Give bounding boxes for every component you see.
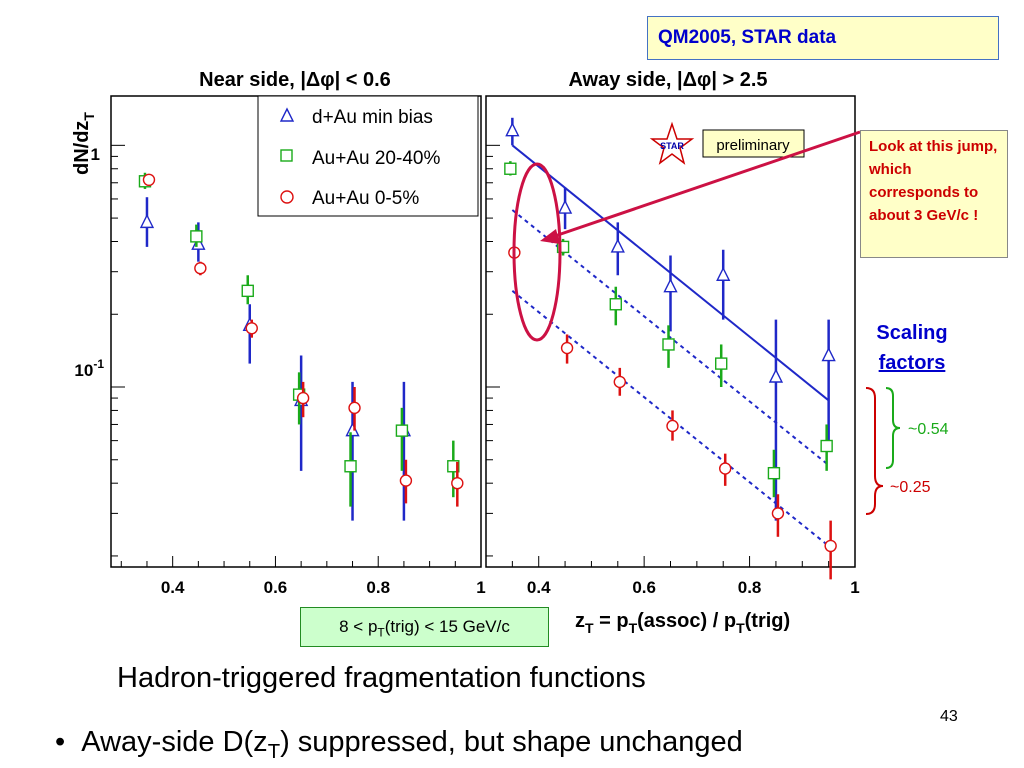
near-point-square <box>395 424 409 437</box>
legend-square-marker <box>280 149 293 162</box>
away-point-triangle <box>557 199 573 214</box>
near-point-square <box>190 230 203 243</box>
preliminary-badge: preliminary <box>716 137 790 154</box>
away-point-circle <box>613 375 626 389</box>
x-axis-label: zT = pT(assoc) / pT(trig) <box>575 610 790 636</box>
green-brace <box>885 387 901 469</box>
away-point-square <box>715 357 728 370</box>
away-point-triangle <box>716 266 731 281</box>
legend-triangle-marker <box>279 107 295 122</box>
legend-box <box>257 95 479 217</box>
away-point-square <box>609 298 622 311</box>
away-x-tick-label: 0.6 <box>632 578 656 597</box>
away-point-triangle <box>821 346 836 362</box>
callout-arrow-head <box>540 229 560 244</box>
trigger-range-box: 8 < pT(trig) < 15 GeV/c <box>300 607 549 647</box>
near-point-circle <box>142 173 156 187</box>
near-point-circle <box>399 474 413 487</box>
near-point-circle <box>245 322 258 335</box>
away-point-triangle <box>663 278 678 293</box>
legend-item-auau-2040: Au+Au 20-40% <box>312 148 440 169</box>
near-point-circle <box>348 401 361 415</box>
away-side-panel: 0.4 0.6 0.8 1 <box>485 95 860 597</box>
away-point-circle <box>666 419 679 433</box>
away-point-square <box>504 162 517 175</box>
legend: d+Au min bias Au+Au 20-40% Au+Au 0-5% <box>257 95 479 217</box>
legend-circle-marker <box>280 190 294 204</box>
y-axis-label: dN/dzT <box>71 112 97 175</box>
star-logo: STAR <box>649 121 695 165</box>
near-point-circle <box>451 476 464 490</box>
jump-highlight-ellipse <box>512 162 562 342</box>
away-point-circle <box>560 341 574 355</box>
star-icon <box>649 121 695 165</box>
away-x-tick-label: 0.4 <box>527 578 551 597</box>
page-number: 43 <box>940 708 958 725</box>
away-point-circle <box>824 539 837 553</box>
near-x-tick-label: 0.4 <box>161 578 185 597</box>
preliminary-badge-box <box>702 129 805 158</box>
away-point-triangle <box>505 122 520 137</box>
legend-item-dau: d+Au min bias <box>312 107 433 128</box>
away-point-circle <box>719 462 732 475</box>
away-point-square <box>662 338 675 351</box>
away-point-square <box>767 466 781 480</box>
away-point-circle <box>771 507 785 520</box>
scaling-line-2: factors <box>878 352 946 374</box>
slide-caption: Hadron-triggered fragmentation functions <box>117 662 646 694</box>
bullet-point: • Away-side D(zT) suppressed, but shape … <box>55 726 743 763</box>
star-logo-text: STAR <box>660 141 684 151</box>
away-point-square <box>820 439 833 453</box>
away-side-title: Away side, |Δφ| > 2.5 <box>568 69 767 91</box>
header-box: QM2005, STAR data <box>647 16 999 60</box>
red-brace <box>865 387 884 515</box>
legend-item-auau-05: Au+Au 0-5% <box>312 188 419 209</box>
away-x-tick-label: 1 <box>850 578 859 597</box>
near-point-triangle <box>345 422 360 437</box>
y-tick-label-1: 1 <box>91 145 100 164</box>
factor-green-label: ~0.54 <box>908 421 949 438</box>
away-point-triangle <box>768 368 784 383</box>
scaling-factors-label: Scaling factors <box>862 318 962 378</box>
callout-box: Look at this jump, which corresponds to … <box>860 130 1008 258</box>
y-tick-label-0.1: 10-1 <box>74 357 104 380</box>
near-x-tick-label: 0.6 <box>264 578 288 597</box>
away-x-tick-label: 0.8 <box>738 578 762 597</box>
factor-red-label: ~0.25 <box>890 479 931 496</box>
near-x-tick-label: 0.8 <box>366 578 390 597</box>
near-point-square <box>241 284 254 298</box>
away-point-triangle <box>610 238 625 253</box>
away-point-square <box>556 240 570 254</box>
near-side-title: Near side, |Δφ| < 0.6 <box>199 69 391 91</box>
near-point-triangle <box>139 213 155 229</box>
near-side-panel: 0.4 0.6 0.8 1 <box>110 95 486 597</box>
near-point-circle <box>194 262 207 275</box>
callout-arrow <box>551 130 861 239</box>
near-point-square <box>344 460 357 473</box>
near-x-tick-label: 1 <box>476 578 485 597</box>
near-point-square <box>447 460 460 473</box>
near-point-circle <box>296 391 310 405</box>
scaling-line-1: Scaling <box>876 322 948 344</box>
